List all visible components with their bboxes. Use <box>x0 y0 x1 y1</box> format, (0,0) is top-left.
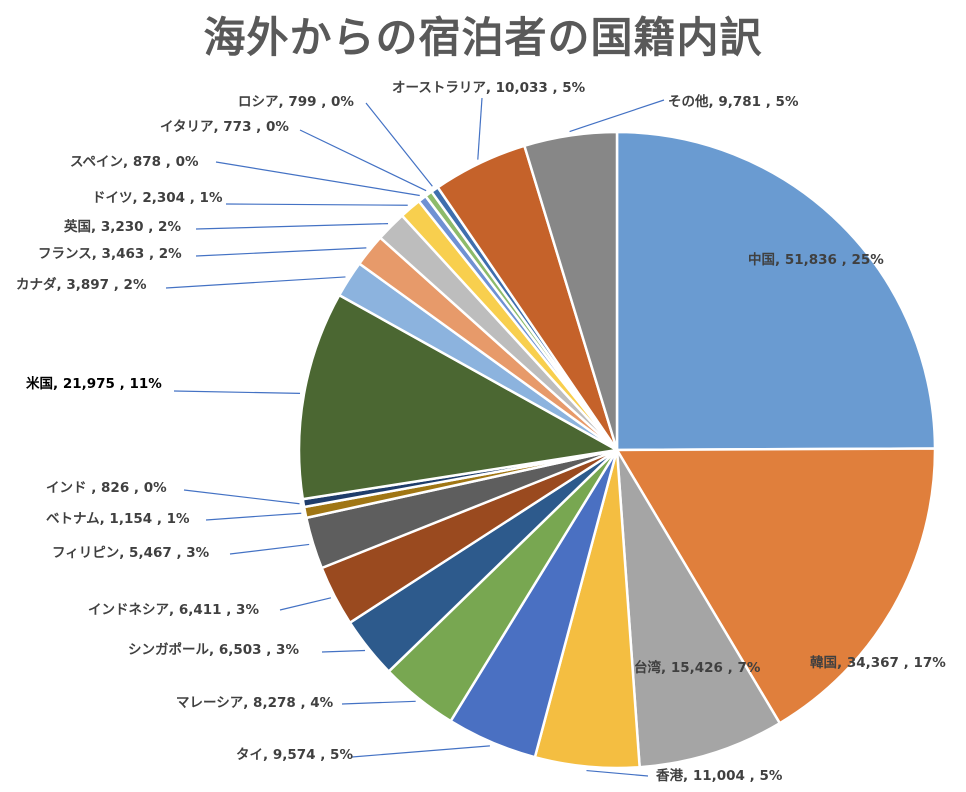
leader-line-18 <box>299 129 427 192</box>
leader-line-12 <box>173 390 301 394</box>
data-label-14: フランス, 3,463 , 2% <box>38 246 182 262</box>
data-label-21: その他, 9,781 , 5% <box>668 93 799 110</box>
leader-line-21 <box>569 99 665 133</box>
leader-line-11 <box>183 489 300 505</box>
leader-line-20 <box>477 97 483 160</box>
leader-line-5 <box>351 745 490 758</box>
leader-line-9 <box>229 543 310 555</box>
leader-line-15 <box>195 222 389 230</box>
pie-slice-1 <box>615 130 937 452</box>
pie-slice-21 <box>522 130 619 451</box>
leader-line-6 <box>341 700 416 705</box>
pie-slice-2 <box>614 447 937 725</box>
leader-line-19 <box>365 102 433 187</box>
data-label-2: 韓国, 34,367 , 17% <box>810 654 946 671</box>
leader-line-10 <box>205 512 302 521</box>
leader-line-17 <box>215 161 420 197</box>
data-label-10: ベトナム, 1,154 , 1% <box>46 511 190 527</box>
leader-line-8 <box>279 597 332 611</box>
data-label-12: 米国, 21,975 , 11% <box>26 375 162 392</box>
leader-line-14 <box>195 247 367 257</box>
data-label-19: ロシア, 799 , 0% <box>238 94 354 110</box>
data-label-16: ドイツ, 2,304 , 1% <box>92 190 223 206</box>
data-label-17: スペイン, 878 , 0% <box>70 154 199 170</box>
data-label-18: イタリア, 773 , 0% <box>160 119 289 135</box>
leader-line-13 <box>165 276 346 289</box>
pie-slice-12 <box>297 293 621 501</box>
data-label-13: カナダ, 3,897 , 2% <box>16 276 147 293</box>
data-label-3: 台湾, 15,426 , 7% <box>634 659 761 676</box>
data-label-4: 香港, 11,004 , 5% <box>655 767 783 784</box>
leader-line-16 <box>225 203 408 206</box>
data-label-6: マレーシア, 8,278 , 4% <box>176 695 334 711</box>
data-label-11: インド , 826 , 0% <box>46 480 167 496</box>
leader-line-7 <box>321 649 366 653</box>
pie-slice-3 <box>615 449 782 769</box>
data-label-9: フィリピン, 5,467 , 3% <box>52 545 210 561</box>
data-label-5: タイ, 9,574 , 5% <box>236 747 353 763</box>
leader-line-4 <box>586 769 649 777</box>
data-label-8: インドネシア, 6,411 , 3% <box>88 602 259 618</box>
data-label-7: シンガポール, 6,503 , 3% <box>128 641 299 658</box>
data-label-15: 英国, 3,230 , 2% <box>63 218 181 235</box>
data-label-20: オーストラリア, 10,033 , 5% <box>392 80 586 96</box>
chart-title: 海外からの宿泊者の国籍内訳 <box>203 13 763 62</box>
data-label-1: 中国, 51,836 , 25% <box>748 251 884 268</box>
